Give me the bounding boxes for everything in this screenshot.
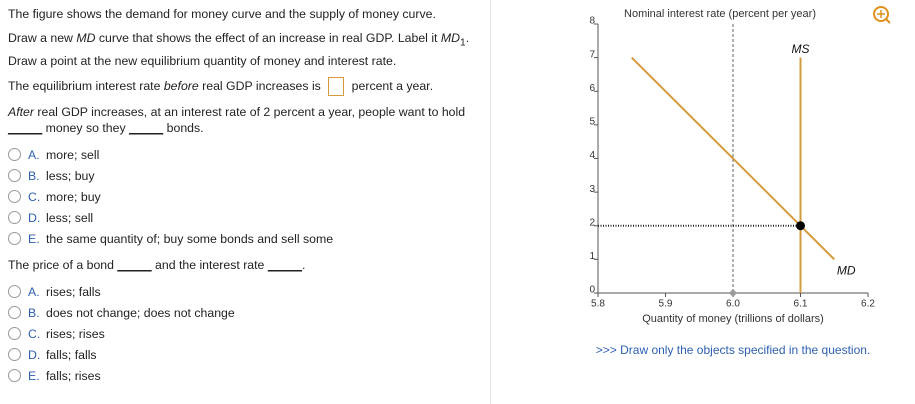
chart: Nominal interest rate (percent per year)… (589, 6, 891, 357)
divider (490, 0, 491, 404)
option[interactable]: B. less; buy (8, 165, 478, 186)
option[interactable]: D. less; sell (8, 207, 478, 228)
text: The equilibrium interest rate (8, 79, 164, 94)
answer-box[interactable] (328, 77, 345, 97)
text: percent a year. (348, 79, 434, 94)
blank: _____ (117, 258, 152, 273)
instruction2: Draw a point at the new equilibrium quan… (8, 54, 397, 69)
y-tick-label: 7 (589, 49, 595, 60)
option-text: more; sell (46, 147, 100, 162)
y-tick-label: 6 (589, 83, 595, 94)
option-text: less; sell (46, 210, 94, 225)
option[interactable]: E. falls; rises (8, 365, 478, 386)
text: before (163, 79, 199, 94)
text: real GDP increases, at an interest rate … (33, 105, 466, 120)
y-tick-label: 3 (589, 184, 595, 195)
option-text: more; buy (46, 189, 101, 204)
text: and the interest rate (151, 258, 268, 273)
option[interactable]: A. rises; falls (8, 281, 478, 302)
radio-button[interactable] (8, 327, 21, 341)
option[interactable]: E. the same quantity of; buy some bonds a… (8, 228, 478, 249)
option[interactable]: C. more; buy (8, 186, 478, 207)
option-letter: E. (28, 231, 40, 246)
radio-button[interactable] (8, 285, 21, 299)
option-letter: E. (28, 368, 40, 383)
text: MD (76, 31, 96, 45)
text: After (8, 105, 34, 120)
text: money so they (42, 121, 130, 136)
x-tick-label: 6.0 (726, 299, 740, 310)
y-tick-label: 5 (589, 117, 595, 128)
point (730, 290, 736, 296)
point (796, 221, 805, 231)
blank: _____ (267, 258, 303, 273)
option[interactable]: B. does not change; does not change (8, 302, 478, 323)
x-tick-label: 6.1 (794, 299, 808, 310)
q1: The equilibrium interest rate before rea… (8, 77, 478, 97)
radio-button[interactable] (8, 211, 21, 225)
y-tick-label: 2 (589, 217, 595, 228)
option-letter: B. (28, 168, 40, 183)
q3: The price of a bond _____ and the intere… (8, 257, 478, 273)
text: . (465, 31, 470, 45)
blank: _____ (8, 121, 43, 136)
x-tick-label: 6.2 (861, 299, 875, 310)
option-letter: C. (28, 326, 41, 341)
option-text: rises; rises (46, 326, 105, 341)
option[interactable]: D. falls; falls (8, 344, 478, 365)
option-text: falls; rises (46, 368, 101, 383)
radio-button[interactable] (8, 190, 21, 204)
option-letter: A. (28, 147, 40, 162)
radio-button[interactable] (8, 169, 21, 183)
y-tick-label: 0 (589, 285, 595, 296)
option-text: does not change; does not change (46, 305, 235, 320)
radio-button[interactable] (8, 348, 21, 362)
option-text: less; buy (46, 168, 95, 183)
y-tick-label: 8 (589, 16, 595, 27)
text: . (302, 258, 306, 273)
intro: The figure shows the demand for money cu… (8, 7, 436, 21)
option-text: falls; falls (46, 347, 97, 362)
text: The price of a bond (8, 258, 118, 273)
text: bonds. (163, 121, 204, 136)
text: real GDP increases is (198, 79, 325, 94)
radio-button[interactable] (8, 369, 21, 383)
radio-button[interactable] (8, 148, 21, 162)
option[interactable]: C. rises; rises (8, 323, 478, 344)
option-letter: A. (28, 284, 40, 299)
option-text: the same quantity of; buy some bonds and… (46, 231, 334, 246)
options: A. rises; falls B. does not change; does no… (8, 281, 478, 386)
option[interactable]: A. more; sell (8, 144, 478, 165)
text: curve that shows the effect of an increa… (95, 31, 441, 45)
y-tick-label: 4 (589, 150, 595, 161)
q2: After real GDP increases, at an interest… (8, 104, 478, 136)
text: 1 (460, 37, 466, 49)
zoom-button[interactable] (873, 6, 891, 24)
options: A. more; sell B. less; buy C. more; buy D. less… (8, 144, 478, 249)
option-letter: C. (28, 189, 41, 204)
option-letter: D. (28, 210, 41, 225)
option-letter: D. (28, 347, 41, 362)
series-label: MS (792, 42, 810, 56)
chart-title: Nominal interest rate (percent per year) (624, 8, 816, 20)
y-tick-label: 1 (589, 251, 595, 262)
option-text: rises; falls (46, 284, 101, 299)
radio-button[interactable] (8, 306, 21, 320)
question-panel: The figure shows the demand for money cu… (8, 6, 478, 386)
x-axis-label: Quantity of money (trillions of dollars) (642, 313, 824, 325)
text: Draw a new (8, 31, 77, 45)
x-tick-label: 5.9 (659, 299, 673, 310)
x-tick-label: 5.8 (591, 299, 605, 310)
note: >>> Draw only the objects specified in t… (596, 343, 871, 357)
text: MD (440, 31, 461, 45)
radio-button[interactable] (8, 232, 21, 246)
series-label: MD (837, 264, 856, 278)
blank: _____ (129, 121, 164, 136)
option-letter: B. (28, 305, 40, 320)
instruction: Draw a new MD curve that shows the effec… (8, 30, 478, 51)
